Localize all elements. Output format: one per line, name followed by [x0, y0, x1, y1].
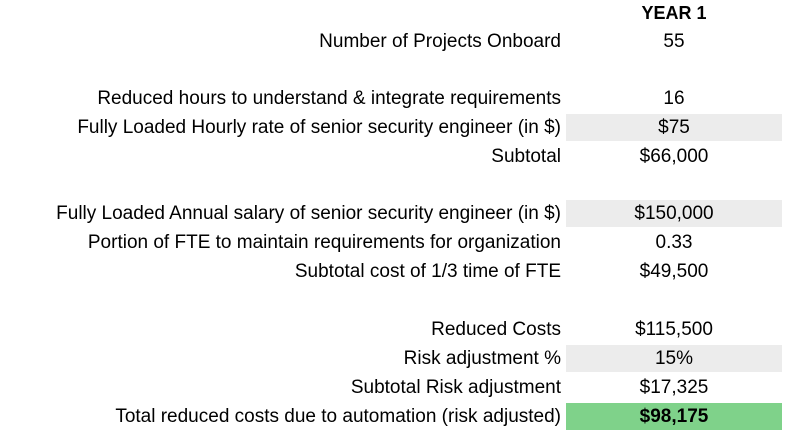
- row-reduced-hours: Reduced hours to understand & integrate …: [0, 85, 800, 113]
- row-fte-subtotal: Subtotal cost of 1/3 time of FTE $49,500: [0, 258, 800, 286]
- row-projects-onboard: Number of Projects Onboard 55: [0, 28, 800, 56]
- header-row: YEAR 1: [0, 0, 800, 28]
- row-label: Portion of FTE to maintain requirements …: [87, 232, 561, 253]
- row-value: $49,500: [639, 261, 709, 282]
- row-value: 55: [663, 31, 685, 52]
- row-label: Number of Projects Onboard: [319, 31, 561, 52]
- row-reduced-costs: Reduced Costs $115,500: [0, 316, 800, 344]
- row-hourly-rate: Fully Loaded Hourly rate of senior secur…: [0, 114, 800, 142]
- row-label: Risk adjustment %: [403, 348, 561, 369]
- row-risk-adjustment-pct: Risk adjustment % 15%: [0, 345, 800, 373]
- row-label: Subtotal: [491, 146, 561, 167]
- row-label: Fully Loaded Hourly rate of senior secur…: [77, 117, 561, 138]
- year-1-header: YEAR 1: [641, 3, 707, 23]
- row-label: Reduced hours to understand & integrate …: [97, 88, 561, 109]
- row-label: Reduced Costs: [431, 319, 561, 340]
- row-value: 15%: [566, 345, 782, 372]
- row-value: $66,000: [639, 146, 709, 167]
- row-value: $150,000: [566, 200, 782, 227]
- row-label: Subtotal Risk adjustment: [350, 377, 561, 398]
- row-total-reduced-costs: Total reduced costs due to automation (r…: [0, 403, 800, 431]
- row-label: Total reduced costs due to automation (r…: [115, 406, 561, 427]
- row-fte-portion: Portion of FTE to maintain requirements …: [0, 229, 800, 257]
- row-label: Fully Loaded Annual salary of senior sec…: [56, 203, 561, 224]
- row-value: $17,325: [639, 377, 709, 398]
- total-value: $98,175: [566, 403, 782, 430]
- row-value: $75: [566, 114, 782, 141]
- row-risk-subtotal: Subtotal Risk adjustment $17,325: [0, 374, 800, 402]
- row-annual-salary: Fully Loaded Annual salary of senior sec…: [0, 200, 800, 228]
- row-label: Subtotal cost of 1/3 time of FTE: [294, 261, 561, 282]
- row-value: 0.33: [655, 232, 693, 253]
- row-value: $115,500: [635, 319, 713, 340]
- row-subtotal: Subtotal $66,000: [0, 143, 800, 171]
- row-value: 16: [663, 88, 685, 109]
